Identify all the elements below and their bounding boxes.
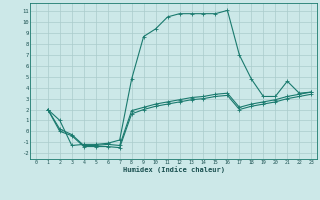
X-axis label: Humidex (Indice chaleur): Humidex (Indice chaleur) xyxy=(123,166,225,173)
